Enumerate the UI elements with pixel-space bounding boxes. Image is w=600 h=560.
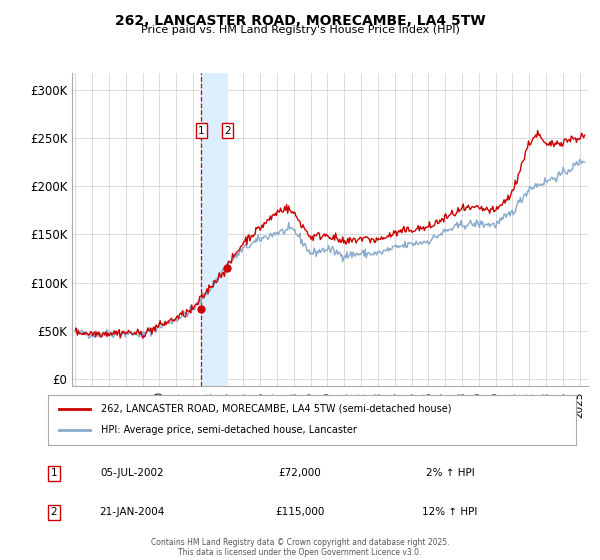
Text: Contains HM Land Registry data © Crown copyright and database right 2025.
This d: Contains HM Land Registry data © Crown c…: [151, 538, 449, 557]
Text: 2% ↑ HPI: 2% ↑ HPI: [425, 468, 475, 478]
Text: 262, LANCASTER ROAD, MORECAMBE, LA4 5TW: 262, LANCASTER ROAD, MORECAMBE, LA4 5TW: [115, 14, 485, 28]
Text: Price paid vs. HM Land Registry's House Price Index (HPI): Price paid vs. HM Land Registry's House …: [140, 25, 460, 35]
Text: 12% ↑ HPI: 12% ↑ HPI: [422, 507, 478, 517]
Text: £115,000: £115,000: [275, 507, 325, 517]
Text: 2: 2: [50, 507, 58, 517]
Text: HPI: Average price, semi-detached house, Lancaster: HPI: Average price, semi-detached house,…: [101, 425, 356, 435]
Bar: [202, 73, 227, 386]
Text: 1: 1: [50, 468, 58, 478]
Text: 05-JUL-2002: 05-JUL-2002: [100, 468, 164, 478]
Text: 262, LANCASTER ROAD, MORECAMBE, LA4 5TW (semi-detached house): 262, LANCASTER ROAD, MORECAMBE, LA4 5TW …: [101, 404, 451, 414]
Text: 2: 2: [224, 125, 231, 136]
Text: £72,000: £72,000: [278, 468, 322, 478]
Text: 1: 1: [198, 125, 205, 136]
Text: 21-JAN-2004: 21-JAN-2004: [100, 507, 164, 517]
